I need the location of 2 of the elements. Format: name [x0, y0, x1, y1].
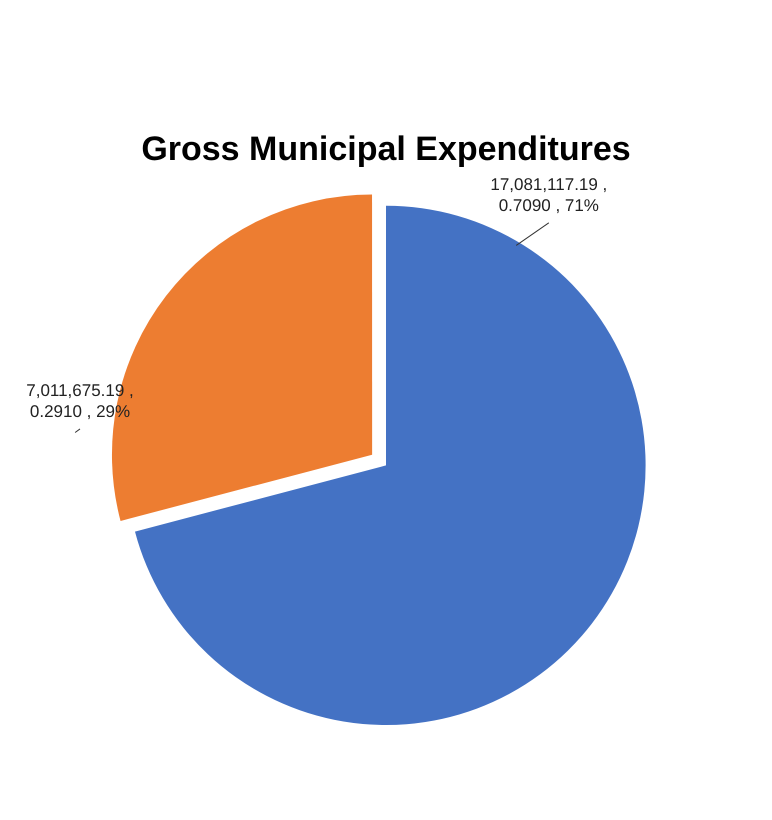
data-label: 17,081,117.19 , 0.7090 , 71% — [490, 174, 608, 215]
chart-title: Gross Municipal Expenditures — [141, 130, 631, 168]
